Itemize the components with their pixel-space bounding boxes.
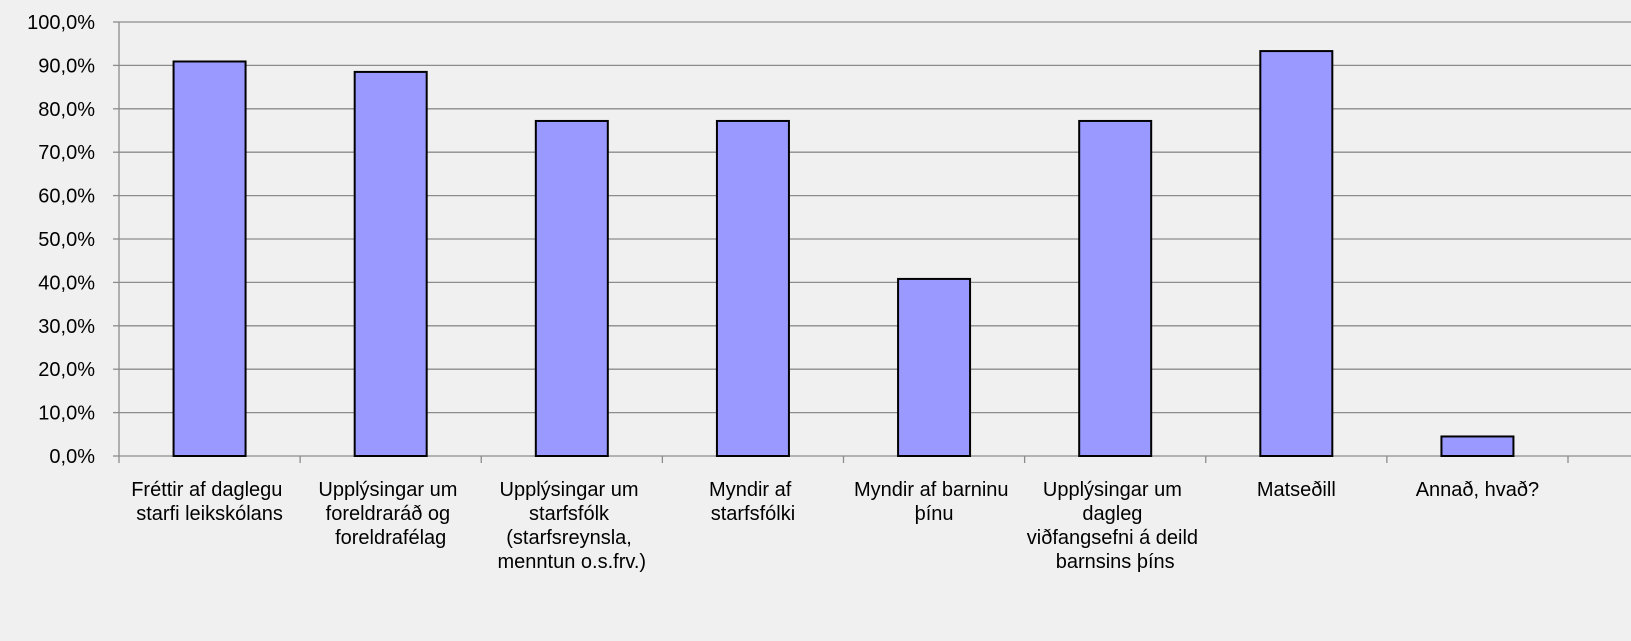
y-tick-label: 80,0% — [38, 99, 95, 121]
x-tick-label: Upplýsingar um dagleg viðfangsefni á dei… — [1027, 479, 1204, 573]
x-tick-label: Upplýsingar um foreldraráð og foreldrafé… — [318, 479, 463, 549]
bar — [1440, 435, 1515, 458]
bar — [897, 277, 972, 458]
bar — [172, 60, 247, 458]
x-tick-label: Myndir af starfsfólki — [709, 479, 797, 525]
y-tick-label: 40,0% — [38, 272, 95, 294]
bar — [1078, 119, 1153, 458]
bar — [715, 119, 790, 458]
y-tick-label: 60,0% — [38, 186, 95, 208]
x-tick-label: Annað, hvað? — [1416, 479, 1539, 501]
x-tick-label: Upplýsingar um starfsfólk (starfsreynsla… — [498, 479, 647, 573]
x-tick-label: Matseðill — [1257, 479, 1336, 501]
y-tick-label: 0,0% — [49, 446, 95, 468]
y-tick-label: 50,0% — [38, 229, 95, 251]
y-tick-label: 70,0% — [38, 142, 95, 164]
y-tick-label: 20,0% — [38, 359, 95, 381]
bar — [1259, 50, 1334, 457]
y-tick-label: 100,0% — [27, 12, 95, 34]
bar — [353, 70, 428, 457]
x-tick-label: Fréttir af daglegu starfi leikskólans — [131, 479, 288, 525]
y-tick-label: 10,0% — [38, 403, 95, 425]
y-tick-label: 30,0% — [38, 316, 95, 338]
y-tick-label: 90,0% — [38, 55, 95, 77]
bar — [534, 119, 609, 458]
x-tick-label: Myndir af barninu þínu — [854, 479, 1014, 525]
